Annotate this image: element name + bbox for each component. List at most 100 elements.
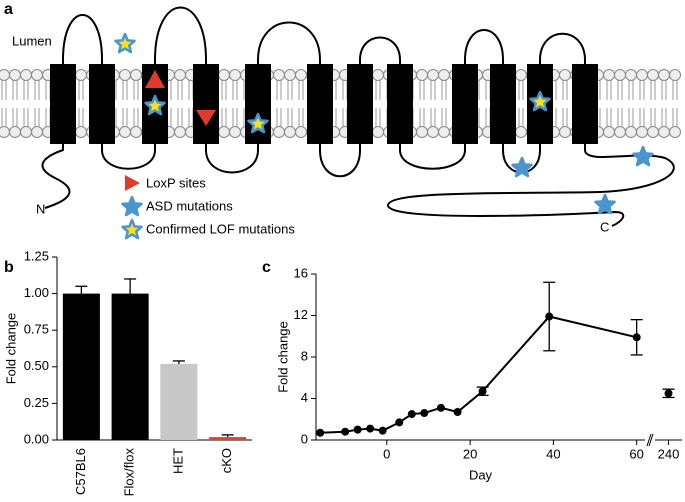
y-tick-label: 8 bbox=[301, 348, 308, 363]
lipid-head bbox=[636, 126, 648, 138]
protein-chain bbox=[41, 6, 675, 227]
y-axis-label: Fold change bbox=[3, 313, 18, 385]
y-tick-label: 12 bbox=[294, 307, 308, 322]
lipid-head bbox=[0, 69, 10, 81]
lipid-head bbox=[658, 69, 670, 81]
lipid-head bbox=[119, 126, 131, 138]
data-point bbox=[341, 427, 350, 436]
x-tick-label: cKO bbox=[219, 448, 234, 473]
panel-label: b bbox=[4, 259, 14, 276]
axis-break bbox=[646, 433, 652, 447]
data-point bbox=[407, 410, 416, 419]
y-axis-label: Fold change bbox=[275, 321, 290, 393]
lipid-head bbox=[372, 126, 384, 138]
legend-label: Confirmed LOF mutations bbox=[146, 221, 295, 236]
lipid-head bbox=[229, 126, 241, 138]
y-tick-label: 16 bbox=[294, 265, 308, 280]
lipid-head bbox=[438, 126, 450, 138]
lipid-head bbox=[130, 126, 142, 138]
legend-loxp-icon bbox=[125, 175, 140, 191]
lipid-head bbox=[614, 69, 626, 81]
lipid-head bbox=[647, 126, 659, 138]
n-terminus: N bbox=[36, 201, 45, 216]
lipid-head bbox=[427, 69, 439, 81]
helix bbox=[572, 64, 598, 144]
data-point bbox=[664, 389, 673, 398]
lipid-head bbox=[372, 69, 384, 81]
lipid-head bbox=[273, 69, 285, 81]
lipid-head bbox=[218, 69, 230, 81]
lipid-head bbox=[636, 69, 648, 81]
data-point bbox=[366, 424, 375, 433]
x-tick-label: 0 bbox=[383, 446, 390, 461]
lumen-label: Lumen bbox=[12, 33, 52, 48]
lipid-head bbox=[9, 126, 21, 138]
helix bbox=[307, 64, 333, 144]
x-tick-label: C57BL6 bbox=[73, 448, 88, 495]
lipid-head bbox=[614, 126, 626, 138]
x-tick-label: 20 bbox=[463, 446, 477, 461]
x-tick-label: 40 bbox=[546, 446, 560, 461]
lipid-head bbox=[295, 69, 307, 81]
data-point bbox=[316, 428, 325, 437]
star bbox=[511, 156, 533, 178]
legend-label: LoxP sites bbox=[146, 175, 206, 190]
y-tick-label: 0.75 bbox=[24, 322, 49, 337]
x-tick-label: 60 bbox=[629, 446, 643, 461]
bar bbox=[111, 293, 149, 440]
bar bbox=[62, 293, 100, 440]
lipid-head bbox=[438, 69, 450, 81]
star bbox=[594, 193, 616, 215]
helix bbox=[387, 64, 413, 144]
lipid-head bbox=[119, 69, 131, 81]
star bbox=[144, 94, 166, 116]
star bbox=[632, 145, 654, 167]
lipid-head bbox=[218, 126, 230, 138]
axis-break bbox=[648, 433, 654, 447]
helix bbox=[347, 64, 373, 144]
lipid-head bbox=[625, 126, 637, 138]
y-tick-label: 0 bbox=[301, 431, 308, 446]
lipid-head bbox=[427, 126, 439, 138]
data-point bbox=[420, 409, 429, 418]
y-tick-label: 1.25 bbox=[24, 248, 49, 263]
panel-label: a bbox=[4, 1, 13, 18]
panel-label: c bbox=[262, 259, 271, 276]
lipid-head bbox=[75, 69, 87, 81]
lipid-head bbox=[0, 126, 10, 138]
lipid-head bbox=[669, 69, 681, 81]
helix bbox=[50, 64, 76, 144]
line bbox=[320, 315, 637, 434]
transmembrane-helices bbox=[50, 64, 598, 144]
data-point bbox=[478, 387, 487, 396]
lipid-head bbox=[75, 126, 87, 138]
data-point bbox=[395, 418, 404, 427]
x-axis-label: Day bbox=[469, 467, 493, 482]
lipid-head bbox=[174, 126, 186, 138]
lipid-head bbox=[31, 126, 43, 138]
data-point bbox=[353, 425, 362, 434]
loxp-site bbox=[145, 70, 165, 88]
x-tick-label: Flox/flox bbox=[122, 448, 137, 497]
x-tick-label: HET bbox=[170, 448, 185, 474]
data-point bbox=[632, 333, 641, 342]
lipid-head bbox=[625, 69, 637, 81]
lipid-head bbox=[20, 69, 32, 81]
lipid-head bbox=[229, 69, 241, 81]
lipid-head bbox=[658, 126, 670, 138]
lipid-head bbox=[284, 69, 296, 81]
c-terminus: C bbox=[600, 219, 609, 234]
lipid-head bbox=[31, 69, 43, 81]
lipid-head bbox=[515, 69, 527, 81]
star bbox=[114, 32, 136, 54]
helix bbox=[245, 64, 271, 144]
y-tick-label: 0.50 bbox=[24, 358, 49, 373]
lipid-head bbox=[603, 69, 615, 81]
markers bbox=[145, 70, 216, 126]
star bbox=[121, 195, 143, 217]
mutation-stars bbox=[114, 32, 654, 240]
legend-label: ASD mutations bbox=[146, 198, 233, 213]
star bbox=[121, 218, 143, 240]
lipid-head bbox=[647, 69, 659, 81]
